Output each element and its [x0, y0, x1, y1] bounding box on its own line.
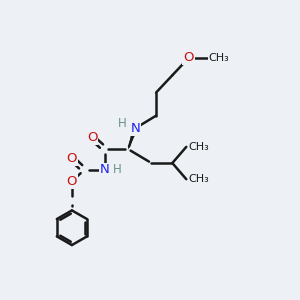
Text: O: O: [67, 175, 77, 188]
Text: O: O: [87, 131, 98, 144]
Polygon shape: [128, 128, 138, 149]
Text: H: H: [113, 164, 122, 176]
Text: CH₃: CH₃: [209, 53, 230, 63]
Text: O: O: [67, 152, 77, 165]
Text: O: O: [183, 51, 194, 64]
Text: H: H: [118, 117, 127, 130]
Text: N: N: [130, 122, 140, 135]
Text: CH₃: CH₃: [188, 142, 209, 152]
Text: CH₃: CH₃: [188, 174, 209, 184]
Text: N: N: [100, 164, 110, 176]
